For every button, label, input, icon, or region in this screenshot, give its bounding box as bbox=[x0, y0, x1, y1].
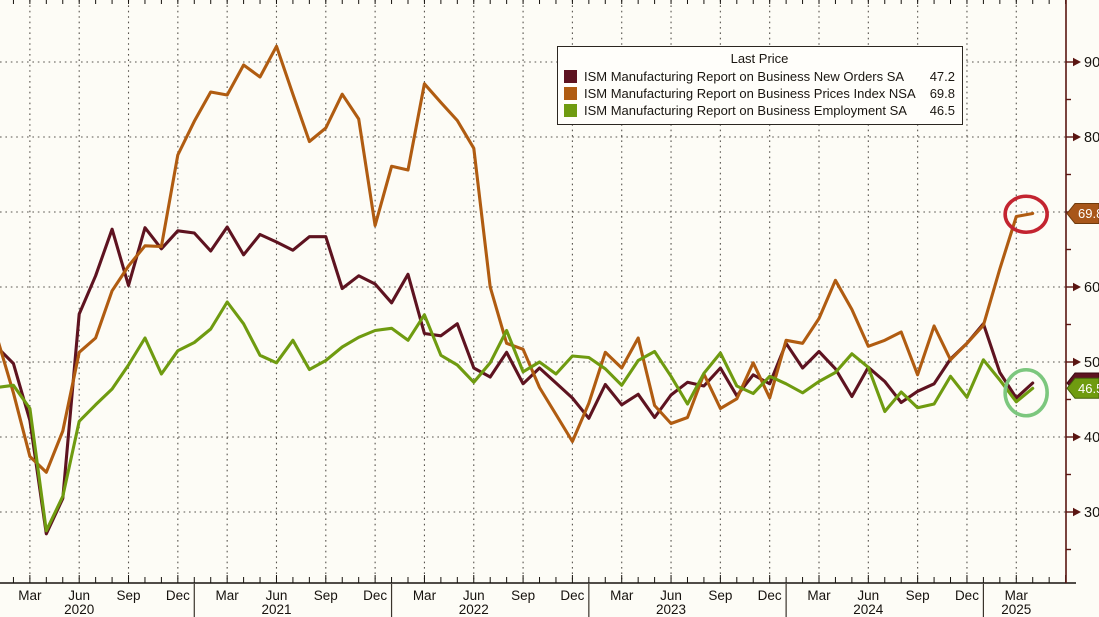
x-tick-label: Dec bbox=[955, 588, 979, 603]
legend-swatch-prices bbox=[564, 87, 577, 100]
y-tick-label: 40 bbox=[1084, 430, 1099, 446]
year-label: 2023 bbox=[656, 602, 686, 617]
x-tick-label: Mar bbox=[807, 588, 831, 603]
legend-label-prices: ISM Manufacturing Report on Business Pri… bbox=[584, 86, 916, 101]
y-tick-arrow-icon bbox=[1073, 57, 1081, 67]
y-tick-label: 60 bbox=[1084, 280, 1099, 296]
legend-swatch-new-orders bbox=[564, 70, 577, 83]
legend-box: Last Price ISM Manufacturing Report on B… bbox=[557, 46, 963, 125]
x-tick-label: Sep bbox=[906, 588, 930, 603]
legend-value-new-orders: 47.2 bbox=[929, 69, 955, 84]
x-tick-label: Sep bbox=[708, 588, 732, 603]
right-y-axis: 30405060708090 bbox=[1065, 0, 1099, 583]
x-tick-label: Jun bbox=[660, 588, 682, 603]
legend-row-employment: ISM Manufacturing Report on Business Emp… bbox=[564, 102, 955, 119]
y-tick-label: 80 bbox=[1084, 130, 1099, 146]
legend-label-employment: ISM Manufacturing Report on Business Emp… bbox=[584, 103, 907, 118]
y-tick-arrow-icon bbox=[1073, 132, 1081, 142]
year-label: 2021 bbox=[261, 602, 291, 617]
series-line-new-orders bbox=[0, 225, 1035, 536]
series-line-prices bbox=[0, 44, 1035, 474]
x-tick-label: Dec bbox=[363, 588, 387, 603]
x-tick-label: Dec bbox=[758, 588, 782, 603]
x-tick-label: Mar bbox=[216, 588, 240, 603]
legend-title: Last Price bbox=[730, 51, 789, 66]
x-tick-label: Mar bbox=[1005, 588, 1029, 603]
annotation-ellipse-0 bbox=[1003, 194, 1049, 235]
annotations bbox=[1003, 194, 1049, 418]
x-tick-label: Sep bbox=[314, 588, 338, 603]
axes-and-ticks bbox=[0, 0, 1076, 617]
legend-label-new-orders: ISM Manufacturing Report on Business New… bbox=[584, 69, 905, 84]
x-tick-label: Mar bbox=[610, 588, 634, 603]
year-label: 2022 bbox=[459, 602, 489, 617]
legend-row-prices: ISM Manufacturing Report on Business Pri… bbox=[564, 85, 955, 102]
legend-value-prices: 69.8 bbox=[929, 86, 955, 101]
x-tick-label: Sep bbox=[511, 588, 535, 603]
annotation-ellipse-1 bbox=[1003, 367, 1049, 418]
last-price-badge-46.5 bbox=[1066, 377, 1099, 399]
y-tick-arrow-icon bbox=[1073, 282, 1081, 292]
y-tick-arrow-icon bbox=[1073, 357, 1081, 367]
x-tick-label: Jun bbox=[857, 588, 879, 603]
y-tick-label: 30 bbox=[1084, 505, 1099, 521]
x-tick-label: Dec bbox=[166, 588, 190, 603]
legend-row-new-orders: ISM Manufacturing Report on Business New… bbox=[564, 68, 955, 85]
y-tick-label: 50 bbox=[1084, 355, 1099, 371]
legend-swatch-employment bbox=[564, 104, 577, 117]
year-label: 2024 bbox=[853, 602, 884, 617]
x-tick-label: Mar bbox=[413, 588, 437, 603]
x-tick-label: Jun bbox=[68, 588, 90, 603]
year-label: 2020 bbox=[64, 602, 94, 617]
y-tick-arrow-icon bbox=[1073, 432, 1081, 442]
x-tick-label: Sep bbox=[117, 588, 141, 603]
series-line-employment bbox=[0, 300, 1035, 533]
y-tick-arrow-icon bbox=[1073, 507, 1081, 517]
year-label: 2025 bbox=[1001, 602, 1031, 617]
x-tick-label: Jun bbox=[463, 588, 485, 603]
last-price-badges: 47.246.569.8 bbox=[1066, 203, 1099, 399]
last-price-badge-text: 69.8 bbox=[1078, 206, 1099, 221]
y-tick-label: 90 bbox=[1084, 55, 1099, 71]
last-price-badge-text: 46.5 bbox=[1078, 381, 1099, 396]
last-price-badge-69.8 bbox=[1066, 203, 1099, 224]
legend-value-employment: 46.5 bbox=[929, 103, 955, 118]
x-tick-label: Jun bbox=[266, 588, 288, 603]
x-tick-label: Mar bbox=[18, 588, 42, 603]
x-tick-label: Dec bbox=[560, 588, 584, 603]
x-axis-labels: Mar Jun Sep Dec Mar Jun Sep Dec Mar Jun Sep Dec Mar J… bbox=[18, 588, 1031, 617]
